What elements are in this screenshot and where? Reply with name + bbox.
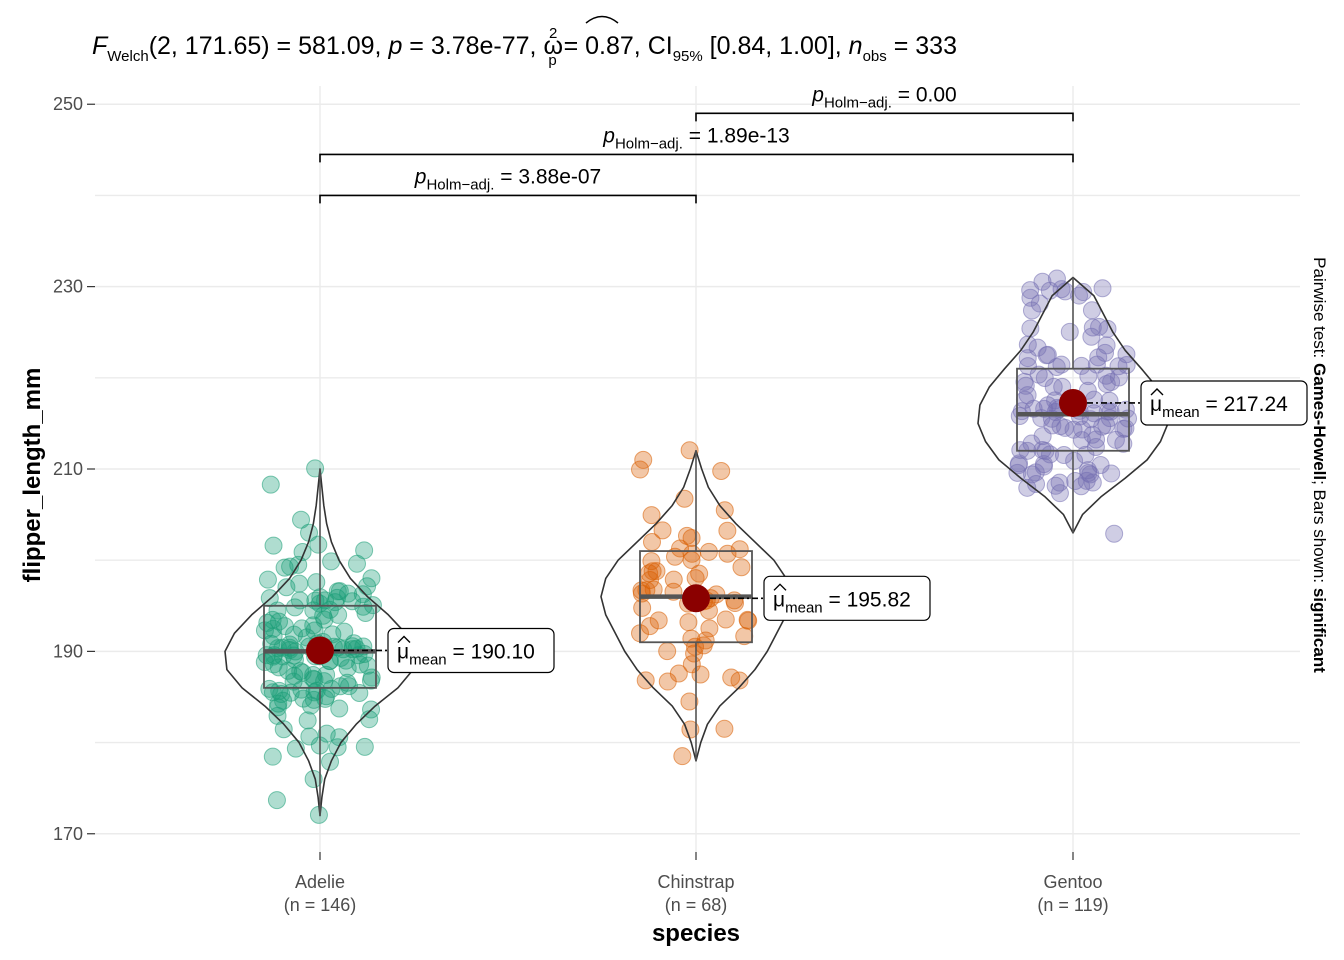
data-point (680, 614, 697, 631)
data-point (1051, 474, 1068, 491)
data-point (676, 490, 693, 507)
comparison-chinstrap-gentoo: pHolm−adj. = 0.00 (696, 83, 1073, 121)
y-tick-label: 190 (53, 641, 83, 661)
chart-title: FWelch(2, 171.65) = 581.09, p = 3.78e-77… (92, 25, 957, 69)
y-tick-label: 250 (53, 94, 83, 114)
data-point (683, 630, 700, 647)
omega-hat (586, 17, 618, 24)
groups: μmean = 190.10 Adelie (n = 146) μmean = 195… (225, 270, 1307, 915)
data-point (654, 522, 671, 539)
data-point (259, 571, 276, 588)
data-point (1098, 367, 1115, 384)
data-point (308, 574, 325, 591)
data-point (321, 601, 338, 618)
data-point (1027, 464, 1044, 481)
x-category-count: (n = 119) (1037, 895, 1108, 915)
side-caption: Pairwise test: Games-Howell; Bars shown:… (1310, 257, 1329, 673)
comparison-label: pHolm−adj. = 3.88e-07 (414, 165, 601, 193)
data-point (318, 725, 335, 742)
data-point (301, 728, 318, 745)
data-point (701, 620, 718, 637)
data-point (719, 522, 736, 539)
data-point (264, 748, 281, 765)
y-tick-label: 170 (53, 824, 83, 844)
y-tick-label: 210 (53, 459, 83, 479)
x-category-label: Chinstrap (657, 872, 734, 892)
data-point (665, 571, 682, 588)
data-point (1073, 357, 1090, 374)
data-point (717, 611, 734, 628)
y-axis: 170 190 210 230 250 (53, 94, 95, 844)
data-point (1106, 525, 1123, 542)
data-point (348, 640, 365, 657)
data-point (268, 792, 285, 809)
comparison-label: pHolm−adj. = 0.00 (811, 83, 956, 111)
comparison-adelie-chinstrap: pHolm−adj. = 3.88e-07 (320, 165, 696, 203)
data-point (356, 738, 373, 755)
group-adelie: μmean = 190.10 Adelie (n = 146) (225, 460, 554, 915)
y-axis-title: flipper_length_mm (19, 368, 46, 583)
y-tick-label: 230 (53, 277, 83, 297)
data-point (1061, 323, 1078, 340)
mean-point (1059, 389, 1087, 417)
data-point (684, 545, 701, 562)
data-point (1048, 270, 1065, 287)
grid (95, 86, 1300, 852)
data-point (291, 575, 308, 592)
data-point (713, 462, 730, 479)
data-point (271, 613, 288, 630)
comparison-bracket (696, 113, 1073, 121)
group-gentoo: μmean = 217.24 Gentoo (n = 119) (978, 270, 1307, 915)
data-point (331, 583, 348, 600)
data-point (1084, 474, 1101, 491)
data-point (1101, 392, 1118, 409)
comparison-bracket (320, 195, 696, 203)
data-point (293, 511, 310, 528)
data-point (265, 537, 282, 554)
data-point (1118, 346, 1135, 363)
data-point (1019, 358, 1036, 375)
data-point (678, 527, 695, 544)
data-point (635, 451, 652, 468)
data-point (1029, 339, 1046, 356)
mean-point (306, 636, 334, 664)
data-point (356, 542, 373, 559)
data-point (716, 720, 733, 737)
mean-point (682, 584, 710, 612)
data-point (633, 585, 650, 602)
data-point (1073, 432, 1090, 449)
x-category-count: (n = 68) (665, 895, 728, 915)
data-point (733, 559, 750, 576)
data-point (1098, 337, 1115, 354)
data-point (1091, 318, 1108, 335)
x-category-count: (n = 146) (284, 895, 357, 915)
data-point (659, 643, 676, 660)
data-point (719, 545, 736, 562)
chart-canvas: 170190210230250 μmean = 190.10Adelie(n =… (0, 0, 1344, 960)
data-point (293, 681, 310, 698)
group-chinstrap: μmean = 195.82Chinstrap(n = 68) (601, 442, 930, 915)
x-category-label: Gentoo (1043, 872, 1102, 892)
data-point (708, 586, 725, 603)
data-point (265, 656, 282, 673)
data-point (723, 669, 740, 686)
data-point (1066, 452, 1083, 469)
data-point (643, 553, 660, 570)
data-point (740, 612, 757, 629)
data-point (262, 476, 279, 493)
data-point (363, 669, 380, 686)
data-point (674, 748, 691, 765)
data-point (1022, 320, 1039, 337)
data-point (650, 612, 667, 629)
x-category-label: Adelie (295, 872, 345, 892)
data-point (359, 578, 376, 595)
x-axis-title: species (652, 920, 740, 947)
data-point (1057, 419, 1074, 436)
data-point (1094, 280, 1111, 297)
data-point (299, 712, 316, 729)
